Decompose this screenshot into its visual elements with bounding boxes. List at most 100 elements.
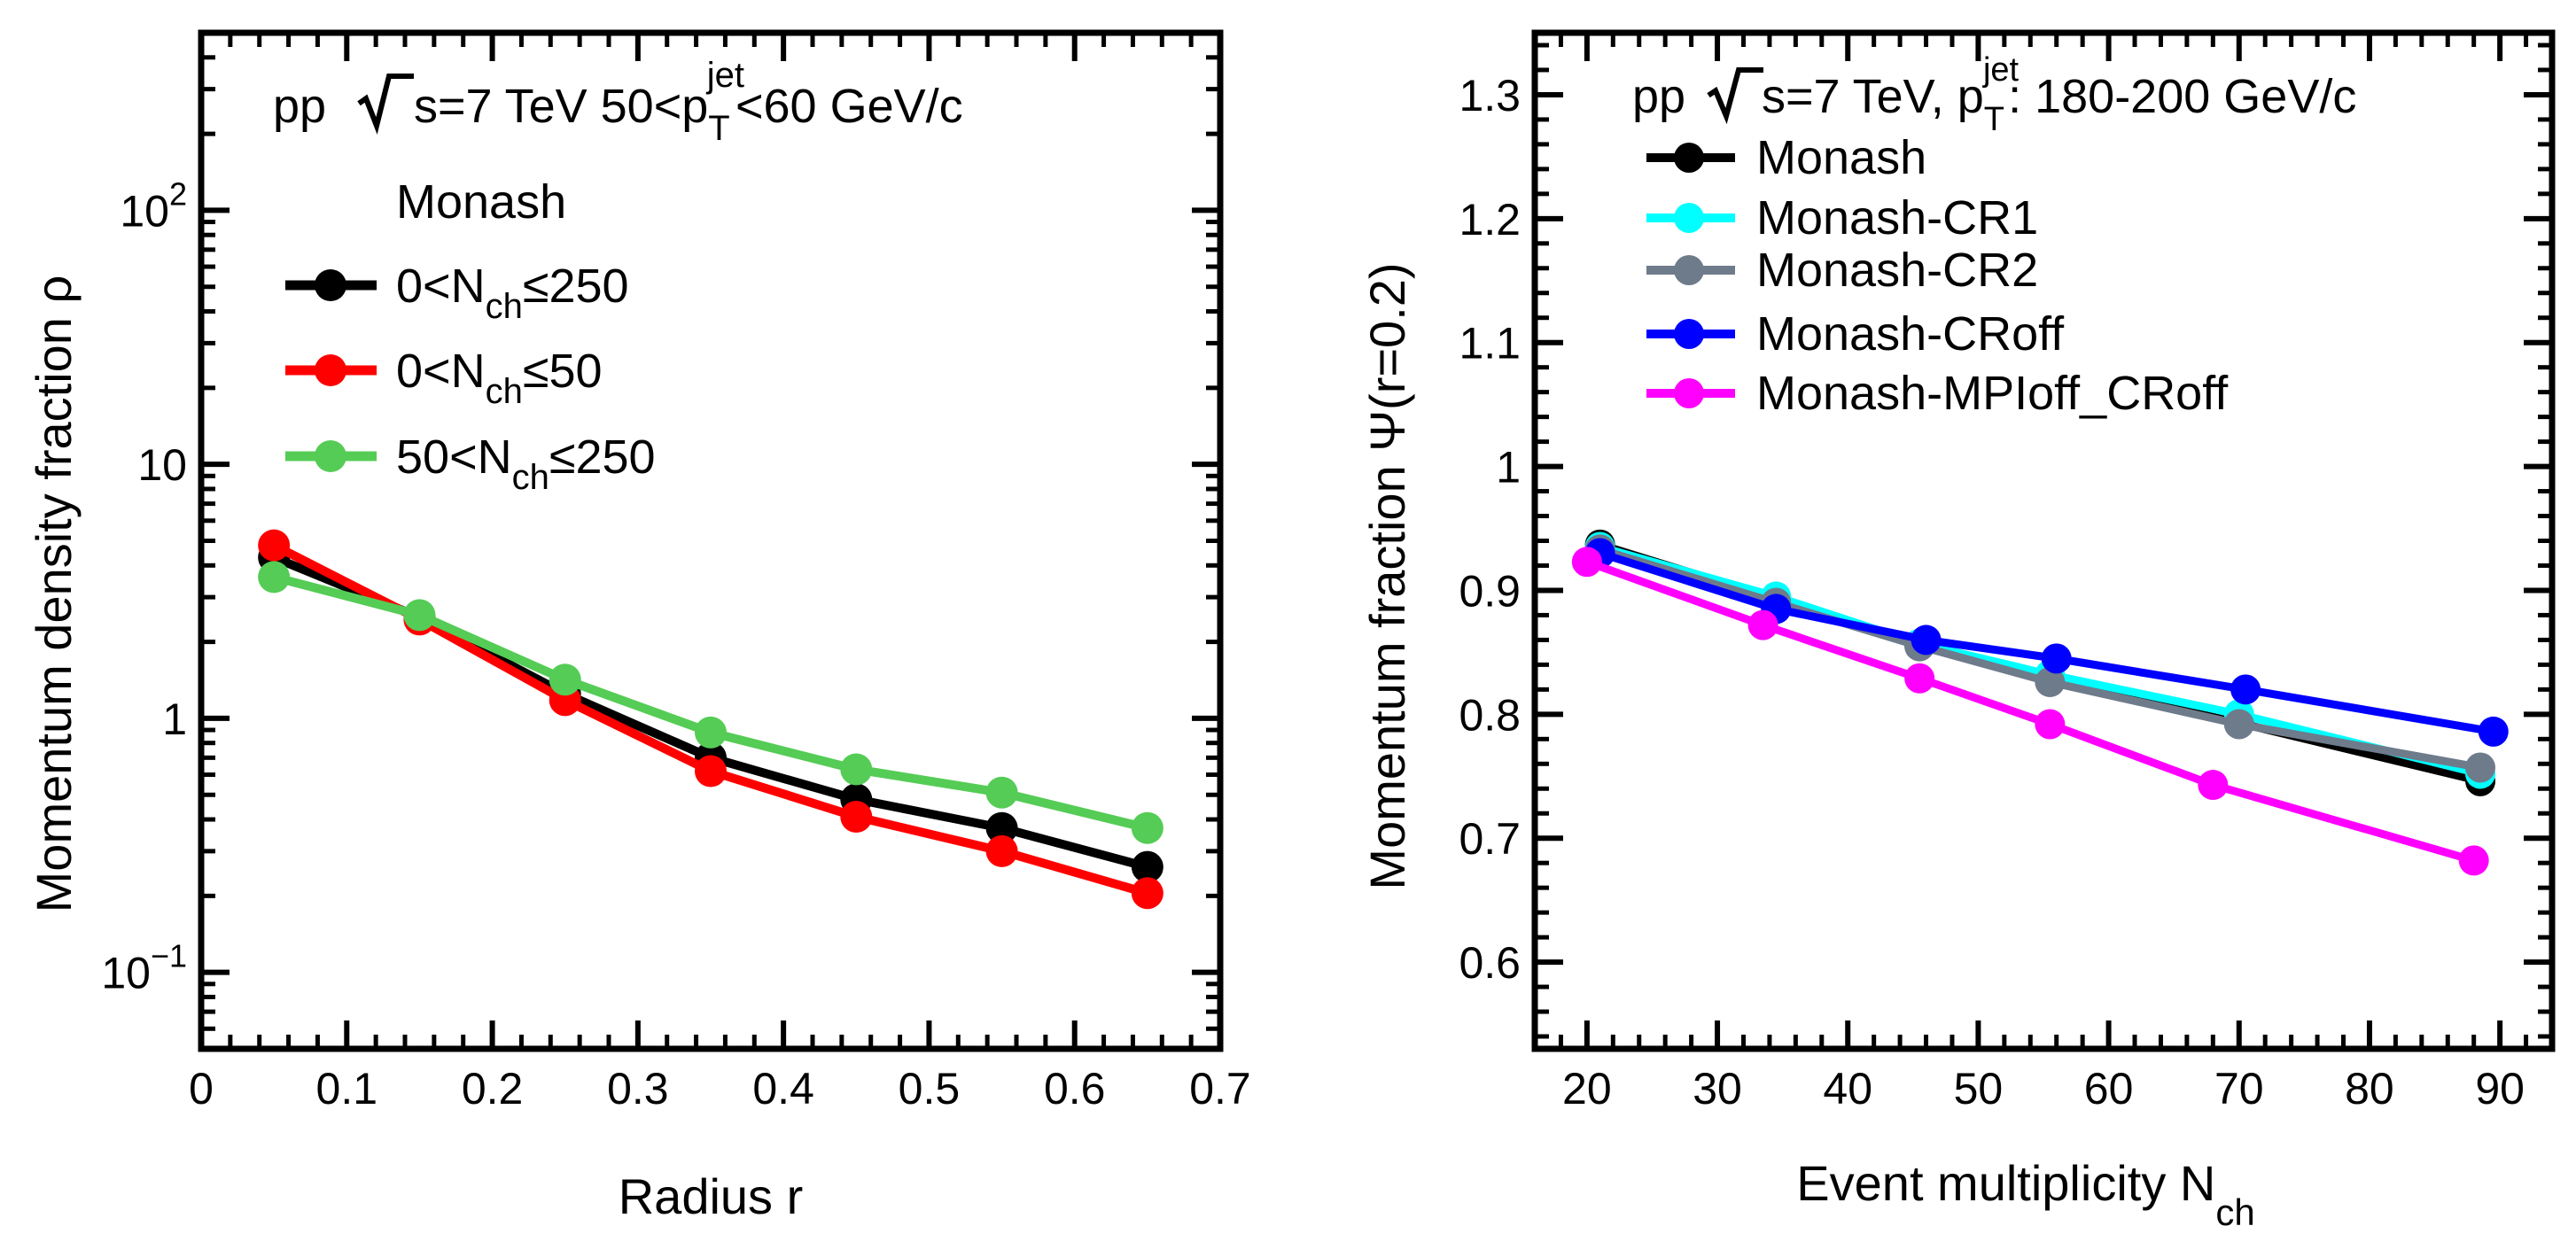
x-axis-label-pre: Event multiplicity N [1796, 1155, 2215, 1211]
legend-marker-0 [1674, 143, 1704, 173]
x-tick-label: 80 [2345, 1064, 2394, 1113]
data-point-1 [258, 529, 291, 562]
y-tick-label: 102 [120, 175, 187, 236]
data-point-3 [2478, 716, 2509, 747]
series-line-4 [1585, 558, 2475, 865]
x-tick-label: 0.5 [899, 1064, 961, 1113]
title-post: : 180-200 GeV/c [2008, 70, 2356, 123]
title-sub: T [708, 109, 729, 148]
legend-label-post: ≤50 [523, 345, 603, 398]
y-axis-label: Momentum fraction Ψ(r=0.2) [1359, 262, 1415, 889]
x-tick-label: 70 [2214, 1064, 2264, 1113]
chart-momentum-fraction: 20 30 40 50 60 70 80 90 0.6 0.7 0.8 0.9 1 1.1 1.2 1.3 Ev… [1359, 29, 2556, 1233]
title-sup: jet [706, 56, 744, 95]
legend-marker-4 [1674, 378, 1704, 408]
legend-label-3: Monash-CRoff [1756, 307, 2065, 361]
data-point-2 [2035, 666, 2066, 697]
title-mid: =7 TeV 50<p [438, 80, 708, 133]
legend-label-1: Monash-CR1 [1756, 191, 2038, 244]
y-tick-base: 10 [101, 949, 151, 998]
title-text: s=7 TeV 50<pTjet <60 GeV/c [414, 56, 963, 148]
legend-label-pre: 50<N [396, 431, 512, 484]
x-tick-label: 0.1 [316, 1064, 378, 1113]
legend-label-1: 0<Nch≤50 [396, 345, 603, 411]
y-tick-label: 1.1 [1459, 319, 1521, 369]
data-point-3 [2230, 674, 2261, 705]
y-tick-label: 1 [162, 694, 187, 744]
y-axis-label: Momentum density fraction ρ [26, 275, 82, 913]
data-point-3 [1911, 625, 1942, 656]
title-sub: T [1984, 101, 2004, 138]
x-tick-label: 90 [2475, 1064, 2525, 1113]
data-point-2 [2223, 709, 2254, 740]
legend-label-sub: ch [512, 458, 549, 497]
y-tick-label: 0.6 [1459, 938, 1521, 988]
title-s: s [414, 80, 438, 133]
data-point-4 [1904, 663, 1935, 694]
legend-label-pre: 0<N [396, 260, 486, 313]
legend-marker-3 [1674, 319, 1704, 349]
y-tick-exp: 2 [169, 175, 187, 212]
legend-marker-2 [1674, 255, 1704, 285]
data-point-4 [2198, 770, 2229, 801]
title-pre: pp [273, 80, 326, 133]
series-line-2 [1599, 545, 2481, 772]
data-point-2 [840, 753, 873, 786]
x-tick-label: 20 [1562, 1064, 1612, 1113]
legend-label-0: Monash [1756, 131, 1926, 184]
legend-marker-2 [315, 440, 346, 472]
x-axis-label: Radius r [619, 1168, 804, 1224]
y-tick-label: 1 [1496, 443, 1521, 493]
x-tick-label: 0.7 [1189, 1064, 1251, 1113]
legend-label-pre: 0<N [396, 345, 486, 398]
y-tick-base: 1 [162, 694, 187, 744]
data-point-2 [2465, 752, 2496, 783]
data-point-4 [2035, 709, 2066, 740]
title-s: s [1762, 70, 1786, 123]
legend-label-4: Monash-MPIoff_CRoff [1756, 367, 2229, 420]
data-point-4 [1747, 609, 1778, 640]
data-point-2 [549, 663, 581, 696]
y-tick-label: 10−1 [101, 938, 187, 998]
title-text: pp [1632, 70, 1685, 123]
x-tick-label: 0.4 [752, 1064, 814, 1113]
series-line-1 [1599, 543, 2482, 778]
y-tick-base: 10 [120, 186, 169, 236]
x-tick-label: 0.2 [462, 1064, 524, 1113]
legend-header: Monash [396, 175, 566, 229]
data-point-2 [403, 599, 436, 632]
title-mid: =7 TeV, p [1786, 70, 1984, 123]
title-text: s=7 TeV, pTjet: 180-200 GeV/c [1762, 51, 2356, 138]
data-point-4 [1571, 547, 1602, 578]
x-tick-label: 0.6 [1044, 1064, 1106, 1113]
data-point-1 [840, 800, 873, 833]
data-point-2 [1131, 811, 1163, 844]
y-tick-exp: −1 [151, 938, 187, 974]
title-sup: jet [1982, 51, 2020, 89]
y-tick-label: 0.7 [1459, 814, 1521, 864]
series-line-0 [272, 553, 1149, 872]
legend-label-post: ≤250 [549, 431, 656, 484]
x-tick-label: 0.3 [607, 1064, 669, 1113]
data-point-0 [985, 811, 1018, 844]
title-post: <60 GeV/c [735, 80, 963, 133]
legend-label-post: ≤250 [523, 260, 629, 313]
y-tick-label: 0.8 [1459, 690, 1521, 740]
legend-label-sub: ch [486, 372, 523, 411]
x-tick-label: 0 [189, 1064, 214, 1113]
data-point-2 [258, 561, 291, 594]
legend-marker-1 [315, 354, 346, 386]
data-point-1 [695, 755, 727, 788]
sqrt-icon [357, 74, 414, 135]
data-point-2 [695, 716, 727, 749]
data-point-4 [2458, 845, 2489, 876]
legend-marker-1 [1674, 203, 1704, 233]
plot-frame [1531, 29, 2556, 1052]
title-pre: pp [1632, 70, 1685, 123]
data-point-3 [2041, 643, 2072, 674]
y-tick-label: 1.3 [1459, 71, 1521, 120]
title-text: pp [273, 80, 326, 133]
series-line-3 [1599, 549, 2494, 736]
